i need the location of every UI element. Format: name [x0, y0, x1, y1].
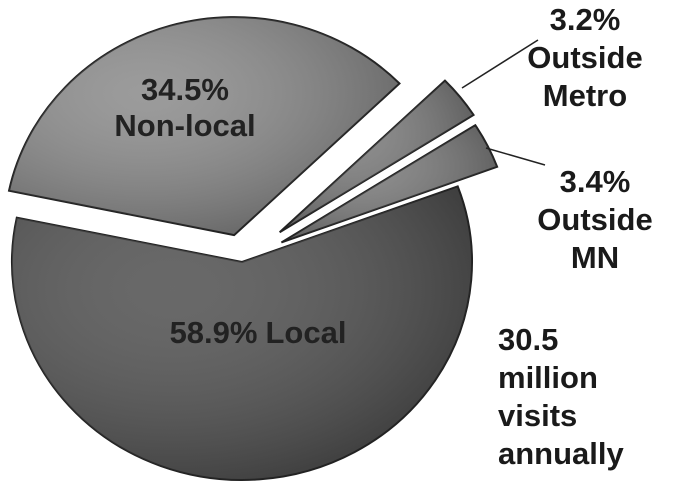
category-label: Non-local [114, 108, 255, 143]
slice-shading [9, 17, 400, 236]
slice-shading [281, 125, 498, 243]
category-label: Outside Metro [527, 40, 642, 113]
value-label: 34.5% [141, 72, 229, 107]
value-label: 58.9% [170, 315, 258, 350]
slice-shading [279, 80, 474, 233]
category-label: Local [265, 315, 346, 350]
slice-label: 58.9% Local [170, 315, 347, 350]
category-label: Outside MN [537, 202, 652, 275]
leader-line [461, 39, 539, 89]
annotation: 30.5 million visits annually [498, 322, 625, 471]
slice-label: 3.4% [560, 164, 631, 199]
slice-label: 34.5% Non-local [114, 72, 255, 143]
slice-shading [12, 186, 473, 481]
value-label: 3.2% [550, 2, 621, 37]
value-label: 3.4% [560, 164, 631, 199]
leader-line [485, 147, 546, 166]
slice-label: 3.2% [550, 2, 621, 37]
